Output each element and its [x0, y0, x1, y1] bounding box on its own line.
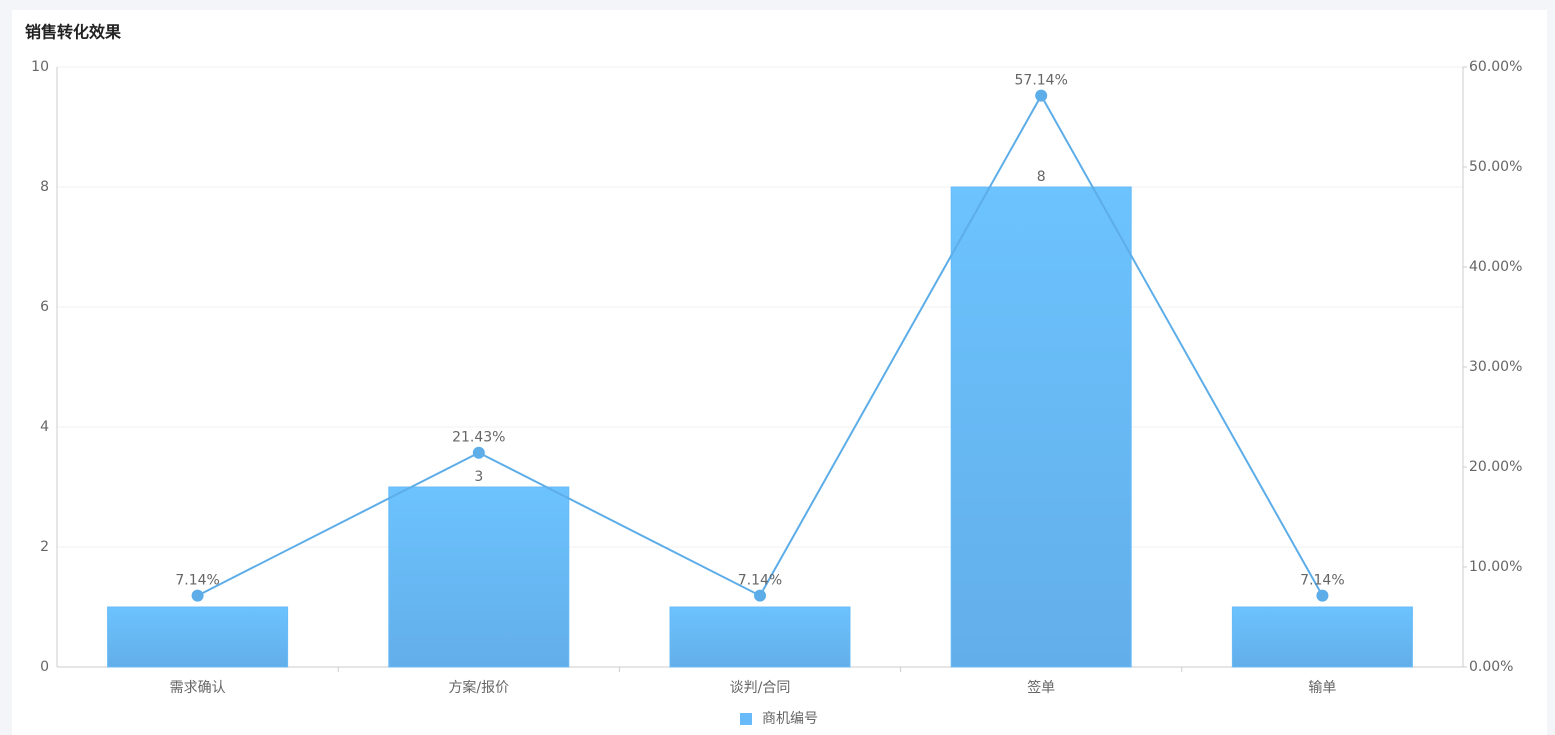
y-tick-label: 10: [31, 59, 49, 75]
line-value-label: 57.14%: [1015, 73, 1068, 89]
legend-swatch: [740, 713, 752, 725]
y2-tick-label: 20.00%: [1469, 459, 1522, 475]
line-point: [1035, 89, 1048, 102]
bar: [950, 186, 1132, 668]
line-point: [754, 589, 766, 602]
bar: [1231, 606, 1413, 668]
y-tick-label: 2: [40, 539, 49, 555]
y-tick-label: 8: [40, 179, 49, 195]
line-value-label: 7.14%: [1300, 573, 1344, 589]
y-tick-label: 0: [40, 659, 49, 675]
y2-tick-label: 10.00%: [1469, 559, 1522, 575]
y-tick-label: 4: [40, 419, 49, 435]
x-tick-label: 谈判/合同: [730, 680, 791, 696]
y2-tick-label: 0.00%: [1469, 659, 1513, 675]
line-value-label: 21.43%: [452, 430, 505, 446]
x-tick-label: 需求确认: [170, 680, 226, 696]
chart-title: 销售转化效果: [25, 23, 121, 42]
y2-tick-label: 40.00%: [1469, 259, 1522, 275]
line-point: [472, 446, 485, 459]
x-tick-label: 方案/报价: [448, 679, 509, 696]
y-tick-label: 6: [40, 299, 49, 315]
y2-tick-label: 50.00%: [1469, 159, 1522, 175]
bar: [107, 606, 289, 668]
bar: [669, 606, 851, 668]
line-value-label: 7.14%: [738, 573, 782, 589]
bar-value-label: 3: [474, 469, 483, 485]
line-value-label: 7.14%: [175, 573, 219, 589]
bar-value-label: 8: [1037, 169, 1046, 185]
legend-label: 商机编号: [762, 711, 818, 727]
y2-tick-label: 30.00%: [1469, 359, 1522, 375]
y2-tick-label: 60.00%: [1469, 59, 1522, 75]
bar: [388, 486, 570, 668]
line-point: [191, 589, 204, 602]
x-tick-label: 输单: [1308, 680, 1336, 696]
x-tick-label: 签单: [1027, 679, 1055, 696]
line-point: [1316, 589, 1329, 602]
